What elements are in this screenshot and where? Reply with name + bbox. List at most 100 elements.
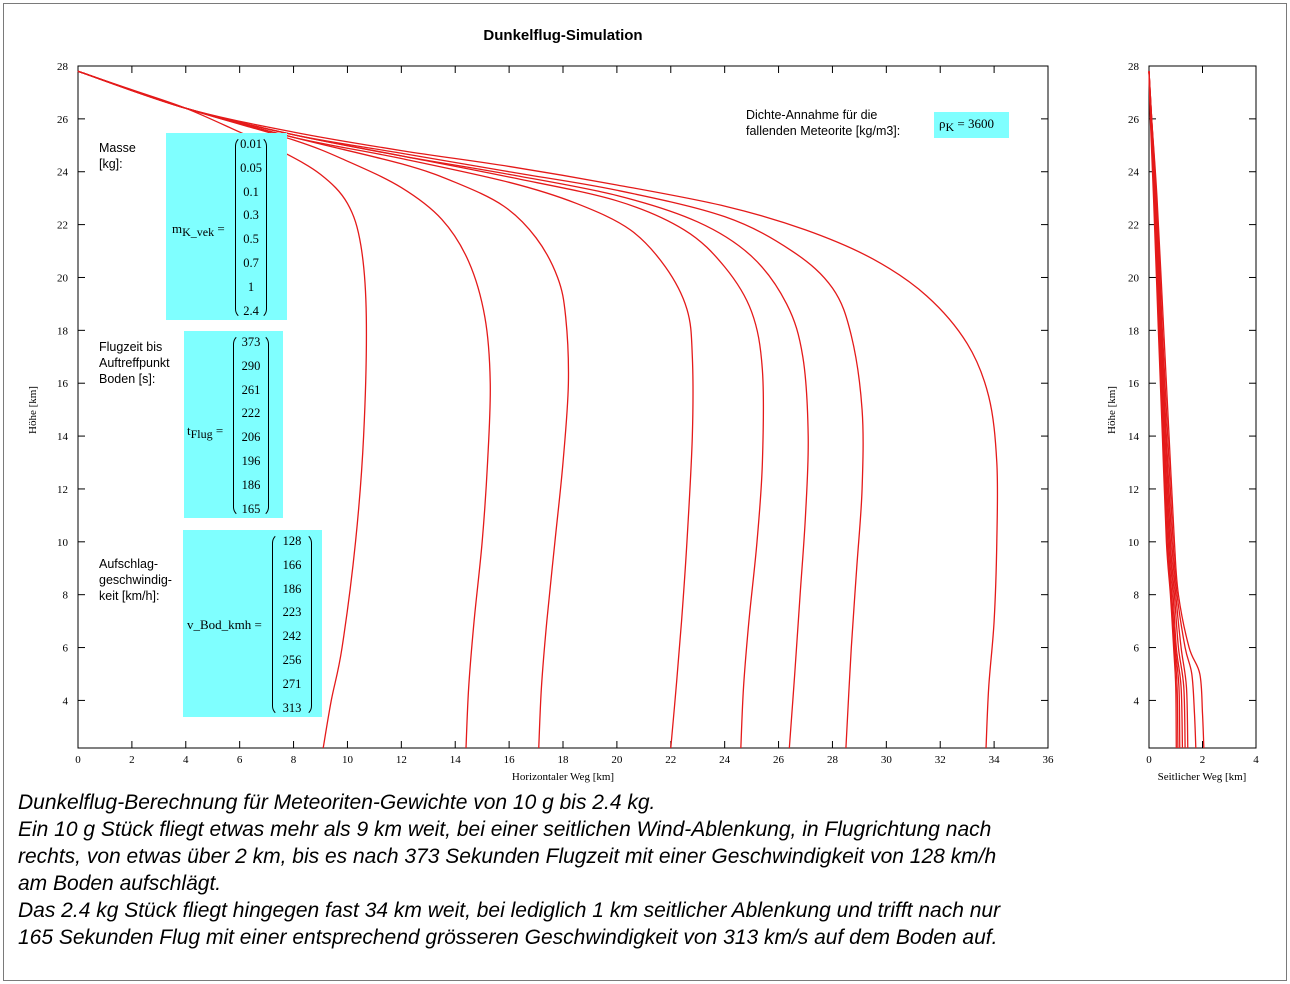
time-var-subscript: Flug — [191, 427, 213, 441]
time-label-line3: Boden [s]: — [99, 371, 170, 387]
main-x-tick-label: 0 — [75, 754, 81, 766]
side-y-tick-label: 22 — [1128, 220, 1139, 232]
speed-value: 271 — [272, 673, 312, 697]
mass-value: 0.1 — [235, 181, 267, 205]
main-y-tick-label: 6 — [63, 643, 69, 655]
speed-label-line2: geschwindig- — [99, 572, 172, 588]
main-x-tick-label: 34 — [989, 754, 1001, 766]
speed-value: 242 — [272, 625, 312, 649]
time-equals: = — [216, 423, 223, 438]
side-plot-curves — [1149, 71, 1204, 748]
side-y-tick-label: 14 — [1128, 431, 1140, 443]
side-x-axis-label: Seitlicher Weg [km] — [1158, 771, 1247, 783]
mass-label-line2: [kg]: — [99, 156, 136, 172]
y-axis-label: Höhe [km] — [27, 386, 39, 434]
figure-caption: Dunkelflug-Berechnung für Meteoriten-Gew… — [18, 789, 1280, 951]
main-series-line-3 — [78, 71, 568, 748]
caption-line-5: Das 2.4 kg Stück fliegt hingegen fast 34… — [18, 897, 1280, 924]
time-value: 261 — [233, 379, 269, 403]
main-x-tick-label: 24 — [719, 754, 731, 766]
side-x-tick-label: 0 — [1146, 754, 1152, 766]
speed-value: 186 — [272, 578, 312, 602]
side-y-tick-label: 10 — [1128, 537, 1140, 549]
side-y-tick-label: 18 — [1128, 325, 1140, 337]
x-axis-label: Horizontaler Weg [km] — [512, 771, 614, 783]
side-y-tick-label: 16 — [1128, 378, 1140, 390]
mass-vector: 0.01 0.05 0.1 0.3 0.5 0.7 1 2.4 — [235, 133, 267, 323]
main-x-tick-label: 10 — [342, 754, 354, 766]
density-label-line2: fallenden Meteorite [kg/m3]: — [746, 123, 900, 139]
main-x-tick-label: 22 — [665, 754, 676, 766]
main-x-tick-label: 32 — [935, 754, 946, 766]
mass-value: 0.01 — [235, 133, 267, 157]
mass-label: Masse [kg]: — [99, 140, 136, 172]
mass-box: mK_vek = 0.01 0.05 0.1 0.3 0.5 0.7 1 2.4 — [166, 133, 287, 320]
side-y-tick-label: 28 — [1128, 61, 1140, 73]
density-box: ρK = 3600 — [934, 112, 1009, 138]
main-y-tick-label: 4 — [63, 695, 69, 707]
mass-equals: = — [217, 221, 224, 236]
mass-value: 0.5 — [235, 228, 267, 252]
side-y-tick-label: 26 — [1128, 114, 1140, 126]
mass-value: 0.05 — [235, 157, 267, 181]
main-x-tick-label: 6 — [237, 754, 243, 766]
speed-vector: 128 166 186 223 242 256 271 313 — [272, 530, 312, 720]
time-value: 186 — [233, 474, 269, 498]
density-label: Dichte-Annahme für die fallenden Meteori… — [746, 107, 900, 139]
time-value: 222 — [233, 402, 269, 426]
main-y-tick-label: 18 — [57, 325, 69, 337]
mass-value: 0.7 — [235, 252, 267, 276]
time-value: 373 — [233, 331, 269, 355]
main-x-tick-label: 20 — [611, 754, 623, 766]
caption-line-4: am Boden aufschlägt. — [18, 870, 1280, 897]
main-y-tick-label: 16 — [57, 378, 69, 390]
time-value: 206 — [233, 426, 269, 450]
density-label-line1: Dichte-Annahme für die — [746, 107, 900, 123]
time-value: 165 — [233, 498, 269, 522]
main-y-tick-label: 24 — [57, 167, 69, 179]
time-box: tFlug = 373 290 261 222 206 196 186 165 — [184, 331, 283, 518]
main-x-tick-label: 18 — [558, 754, 570, 766]
main-x-tick-label: 12 — [396, 754, 407, 766]
main-x-tick-label: 26 — [773, 754, 785, 766]
time-vector: 373 290 261 222 206 196 186 165 — [233, 331, 269, 521]
side-y-tick-label: 4 — [1134, 695, 1140, 707]
speed-label-line3: keit [km/h]: — [99, 588, 172, 604]
main-y-tick-label: 14 — [57, 431, 69, 443]
main-x-tick-label: 16 — [504, 754, 516, 766]
side-x-tick-label: 2 — [1200, 754, 1206, 766]
density-value: = 3600 — [957, 116, 994, 131]
speed-value: 166 — [272, 554, 312, 578]
side-y-tick-label: 6 — [1134, 643, 1140, 655]
main-y-tick-label: 20 — [57, 272, 69, 284]
side-y-tick-label: 20 — [1128, 272, 1140, 284]
main-x-tick-label: 8 — [291, 754, 297, 766]
side-x-tick-label: 4 — [1253, 754, 1259, 766]
main-y-tick-label: 10 — [57, 537, 69, 549]
caption-line-2: Ein 10 g Stück fliegt etwas mehr als 9 k… — [18, 816, 1280, 843]
caption-line-1: Dunkelflug-Berechnung für Meteoriten-Gew… — [18, 789, 1280, 816]
mass-value: 0.3 — [235, 204, 267, 228]
main-x-tick-label: 2 — [129, 754, 135, 766]
side-y-axis-label: Höhe [km] — [1106, 386, 1118, 434]
main-y-tick-label: 12 — [57, 484, 68, 496]
mass-value: 1 — [235, 276, 267, 300]
mass-variable: mK_vek = — [172, 221, 225, 240]
mass-var-symbol: m — [172, 221, 182, 236]
speed-value: 256 — [272, 649, 312, 673]
main-x-tick-label: 36 — [1043, 754, 1055, 766]
density-formula: ρK = 3600 — [939, 116, 994, 135]
speed-variable: v_Bod_kmh = — [187, 617, 262, 633]
time-variable: tFlug = — [187, 423, 223, 442]
side-y-tick-label: 8 — [1134, 590, 1140, 602]
speed-label: Aufschlag- geschwindig- keit [km/h]: — [99, 556, 172, 604]
main-x-tick-label: 14 — [450, 754, 462, 766]
speed-value: 128 — [272, 530, 312, 554]
speed-label-line1: Aufschlag- — [99, 556, 172, 572]
main-x-tick-label: 28 — [827, 754, 839, 766]
mass-value: 2.4 — [235, 300, 267, 324]
chart-title: Dunkelflug-Simulation — [483, 27, 642, 44]
mass-label-line1: Masse — [99, 140, 136, 156]
side-y-tick-label: 24 — [1128, 167, 1140, 179]
speed-value: 313 — [272, 697, 312, 721]
